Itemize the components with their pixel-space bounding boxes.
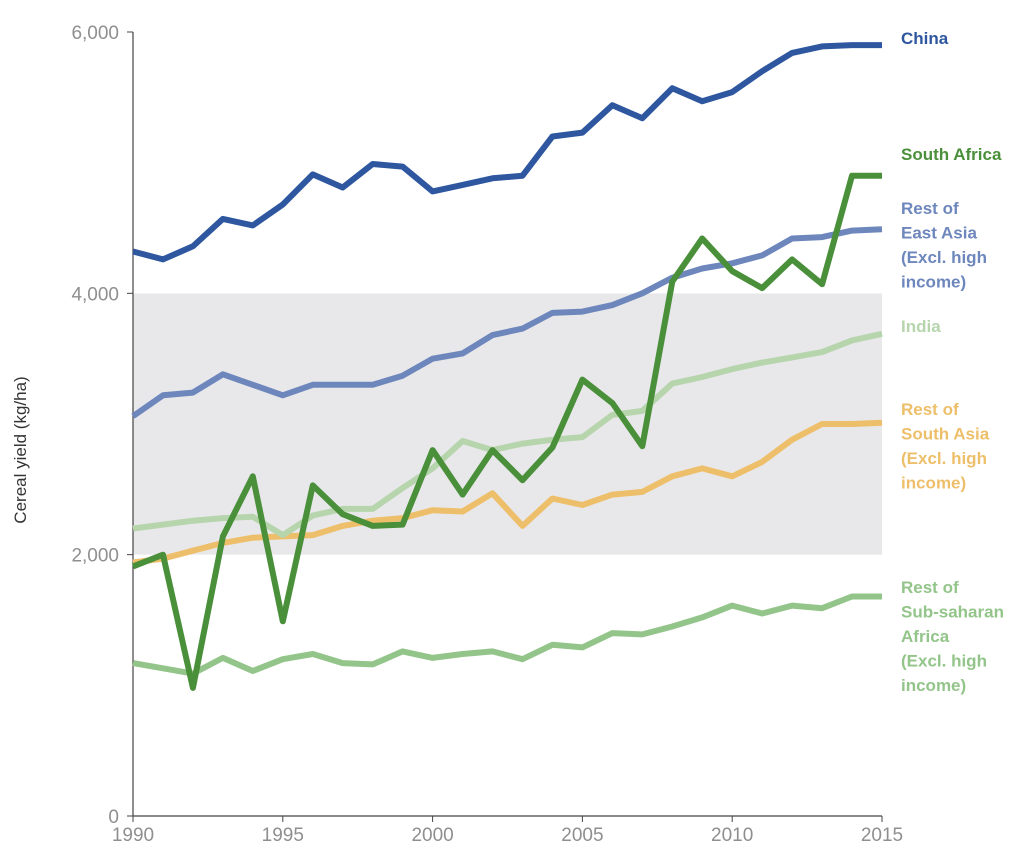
series-label-0: Rest of Sub-saharan Africa (Excl. high incom… [901, 578, 1004, 695]
series-label-line: income) [901, 474, 966, 493]
y-tick-label: 2,000 [71, 546, 119, 567]
x-tick-label: 1995 [262, 825, 304, 846]
series-label-4: South Africa [901, 145, 1002, 164]
x-tick-label: 2005 [561, 825, 603, 846]
series-label-line: income) [901, 676, 966, 695]
series-label-line: Rest of [901, 199, 959, 218]
y-tick-label: 6,000 [71, 23, 119, 44]
series-label-line: income) [901, 273, 966, 292]
series-label-line: Sub-saharan [901, 603, 1004, 622]
series-line-5 [132, 42, 882, 263]
x-tick-label: 2015 [861, 825, 903, 846]
axes: 0 2,000 4,000 6,000 1990 1995 2000 2005 2010 2015 [71, 23, 903, 846]
series-label-2: India [901, 317, 941, 336]
series-lines [131, 42, 883, 691]
background-bands [133, 32, 882, 816]
series-line-3 [131, 226, 883, 419]
series-label-line: Africa [901, 627, 950, 646]
series-label-1: Rest of South Asia (Excl. high income) [901, 400, 990, 493]
series-line-1 [132, 419, 883, 566]
series-label-line: (Excl. high [901, 652, 987, 671]
series-line-2 [132, 330, 883, 539]
series-label-line: (Excl. high [901, 248, 987, 267]
x-tick-label: 1990 [112, 825, 154, 846]
x-tick-label: 2000 [411, 825, 453, 846]
x-tick-label: 2010 [711, 825, 753, 846]
y-tick-label: 0 [108, 807, 119, 828]
series-label-5: China [901, 29, 949, 48]
y-axis-title: Cereal yield (kg/ha) [11, 376, 30, 523]
background-band-0 [133, 554, 882, 816]
series-label-line: (Excl. high [901, 449, 987, 468]
series-line-0 [132, 593, 882, 677]
y-tick-label: 4,000 [71, 284, 119, 305]
series-label-line: East Asia [901, 224, 977, 243]
series-labels: Rest of Sub-saharan Africa (Excl. high incom… [901, 29, 1004, 695]
series-label-line: South Africa [901, 145, 1002, 164]
series-label-line: South Asia [901, 425, 990, 444]
series-label-line: Rest of [901, 400, 959, 419]
series-label-3: Rest of East Asia (Excl. high income) [901, 199, 987, 292]
series-label-line: India [901, 317, 941, 336]
series-line-4 [131, 172, 882, 691]
series-label-line: China [901, 29, 949, 48]
series-label-line: Rest of [901, 578, 959, 597]
